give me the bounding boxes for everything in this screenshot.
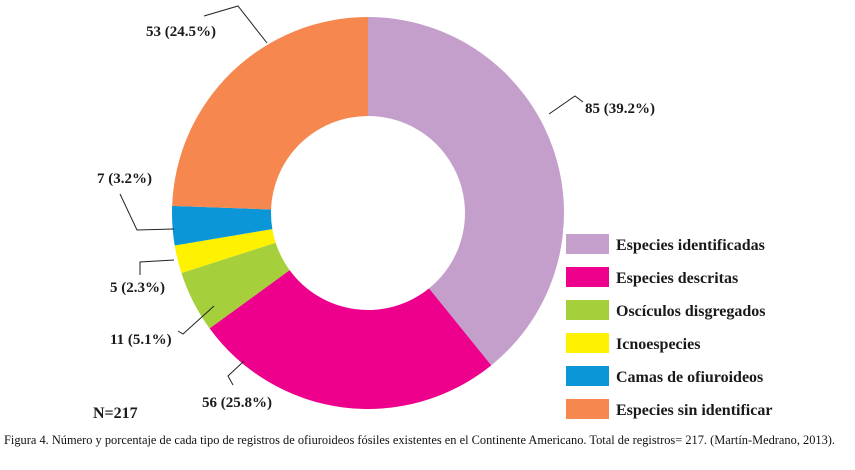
legend-label-icnoespecies: Icnoespecies	[616, 336, 700, 353]
value-label-camas-de-ofiuroideos: 7 (3.2%)	[97, 171, 152, 187]
legend-label-especies-identificadas: Especies identificadas	[616, 237, 765, 254]
legend-label-camas-de-ofiuroideos: Camas de ofiuroideos	[616, 369, 763, 386]
leader-lines-group	[119, 5, 584, 386]
leader-line-osciculos-disgregados	[177, 305, 215, 335]
value-label-icnoespecies: 5 (2.3%)	[110, 280, 165, 296]
total-label: N=217	[93, 405, 138, 422]
leader-line-camas-de-ofiuroideos	[119, 193, 175, 231]
donut-chart: 85 (39.2%) 56 (25.8%) 11 (5.1%) 5 (2.3%) 7 (…	[93, 5, 820, 427]
slice-osciculos-disgregados	[181, 242, 290, 329]
legend-box	[563, 228, 820, 427]
value-label-especies-sin-identificar: 53 (24.5%)	[146, 24, 216, 40]
legend: Especies identificadas Especies descritas…	[563, 228, 820, 427]
legend-swatch-especies-sin-identificar	[566, 399, 609, 419]
value-label-especies-descritas: 56 (25.8%)	[202, 395, 272, 411]
figure-caption: Figura 4. Número y porcentaje de cada ti…	[4, 433, 836, 447]
legend-swatch-icnoespecies	[566, 333, 609, 353]
legend-swatch-camas-de-ofiuroideos	[566, 366, 609, 386]
value-label-osciculos-disgregados: 11 (5.1%)	[110, 332, 172, 348]
value-label-especies-identificadas: 85 (39.2%)	[585, 101, 655, 117]
legend-swatch-especies-identificadas	[566, 234, 609, 254]
slices-group	[172, 17, 564, 410]
slice-camas-de-ofiuroideos	[172, 205, 273, 246]
slice-icnoespecies	[174, 229, 276, 274]
legend-label-especies-descritas: Especies descritas	[616, 270, 738, 287]
slice-labels-group: 85 (39.2%) 56 (25.8%) 11 (5.1%) 5 (2.3%) 7 (…	[97, 24, 655, 411]
legend-label-osciculos-disgregados: Oscículos disgregados	[616, 303, 766, 320]
leader-line-icnoespecies	[139, 259, 175, 275]
slice-especies-identificadas	[368, 17, 564, 366]
slice-especies-sin-identificar	[172, 17, 368, 210]
legend-swatch-especies-descritas	[566, 267, 609, 287]
legend-swatch-osciculos-disgregados	[566, 300, 609, 320]
leader-line-especies-descritas	[227, 360, 245, 386]
leader-line-especies-sin-identificar	[203, 5, 268, 44]
slice-especies-descritas	[209, 270, 492, 410]
legend-label-especies-sin-identificar: Especies sin identificar	[616, 402, 772, 419]
leader-line-especies-identificadas	[548, 95, 584, 115]
